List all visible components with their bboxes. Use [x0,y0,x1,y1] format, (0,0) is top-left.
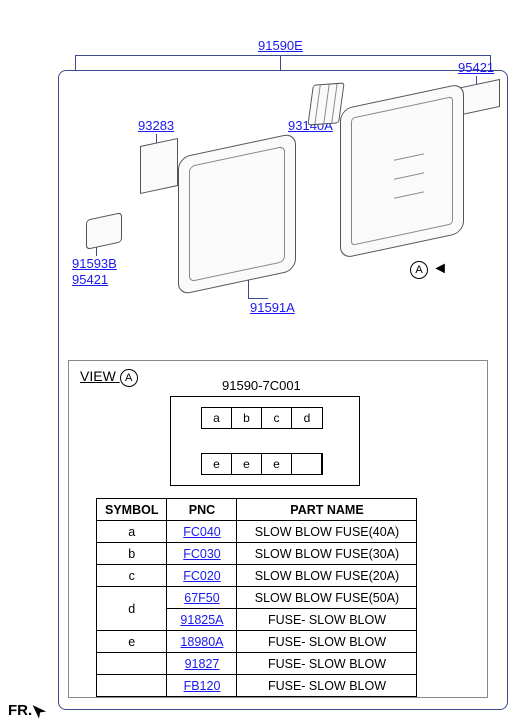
switch-shape [307,82,344,125]
pnc-link[interactable]: 18980A [167,631,237,653]
partname-cell: SLOW BLOW FUSE(30A) [237,543,417,565]
symbol-cell: a [97,521,167,543]
table-header-row: SYMBOL PNC PART NAME [97,499,417,521]
pnc-link[interactable]: FC040 [167,521,237,543]
arrow-left-icon: ◄ [432,260,448,277]
pnc-link[interactable]: 67F50 [167,587,237,609]
leader [75,55,490,56]
header-partname: PART NAME [237,499,417,521]
leader [248,298,268,299]
symbol-cell [97,653,167,675]
view-letter-icon: A [410,261,428,279]
fuse-cell: c [262,408,292,428]
callout-95421-left[interactable]: 95421 [72,272,108,287]
partname-cell: FUSE- SLOW BLOW [237,609,417,631]
table-row: cFC020SLOW BLOW FUSE(20A) [97,565,417,587]
junction-cover-shape [178,132,296,295]
fuse-box-part-number: 91590-7C001 [222,378,301,393]
pnc-link[interactable]: FB120 [167,675,237,697]
pnc-link[interactable]: 91827 [167,653,237,675]
pnc-link[interactable]: 91825A [167,609,237,631]
fuse-cell: e [202,454,232,474]
header-pnc: PNC [167,499,237,521]
pnc-link[interactable]: FC020 [167,565,237,587]
leader [75,55,76,70]
table-row: bFC030SLOW BLOW FUSE(30A) [97,543,417,565]
callout-91593B[interactable]: 91593B [72,256,117,271]
partname-cell: SLOW BLOW FUSE(20A) [237,565,417,587]
symbol-cell: b [97,543,167,565]
callout-91591A[interactable]: 91591A [250,300,295,315]
label1-shape [140,138,178,194]
partname-cell: FUSE- SLOW BLOW [237,653,417,675]
pnc-link[interactable]: FC030 [167,543,237,565]
front-direction-label: FR.➤ [8,702,44,719]
callout-93283[interactable]: 93283 [138,118,174,133]
view-label-text: VIEW [80,368,116,384]
fuse-cell: e [232,454,262,474]
callout-95421-top[interactable]: 95421 [458,60,494,75]
partname-cell: SLOW BLOW FUSE(40A) [237,521,417,543]
fuse-cell [292,454,322,474]
symbol-cell [97,675,167,697]
table-row: d67F50SLOW BLOW FUSE(50A) [97,587,417,609]
view-letter-icon: A [120,369,138,387]
leader [248,280,249,298]
table-row: aFC040SLOW BLOW FUSE(40A) [97,521,417,543]
partname-cell: FUSE- SLOW BLOW [237,631,417,653]
header-symbol: SYMBOL [97,499,167,521]
callout-91590E[interactable]: 91590E [258,38,303,53]
view-a-marker: A ◄ [410,260,448,279]
fuse-diagram: a b c d e e e [170,396,360,486]
symbol-cell: d [97,587,167,631]
table-row: 91827FUSE- SLOW BLOW [97,653,417,675]
junction-box-shape [340,83,464,259]
leader [280,55,281,70]
fuse-cell: b [232,408,262,428]
symbol-cell: e [97,631,167,653]
symbol-cell: c [97,565,167,587]
fuse-cell: d [292,408,322,428]
partname-cell: FUSE- SLOW BLOW [237,675,417,697]
fuse-row-bottom: e e e [201,453,323,475]
fuse-cell: e [262,454,292,474]
partname-cell: SLOW BLOW FUSE(50A) [237,587,417,609]
fuse-row-top: a b c d [201,407,323,429]
fuse-cell: a [202,408,232,428]
table-row: FB120FUSE- SLOW BLOW [97,675,417,697]
parts-table: SYMBOL PNC PART NAME aFC040SLOW BLOW FUS… [96,498,417,697]
table-row: e18980AFUSE- SLOW BLOW [97,631,417,653]
view-title: VIEW A [80,368,138,387]
